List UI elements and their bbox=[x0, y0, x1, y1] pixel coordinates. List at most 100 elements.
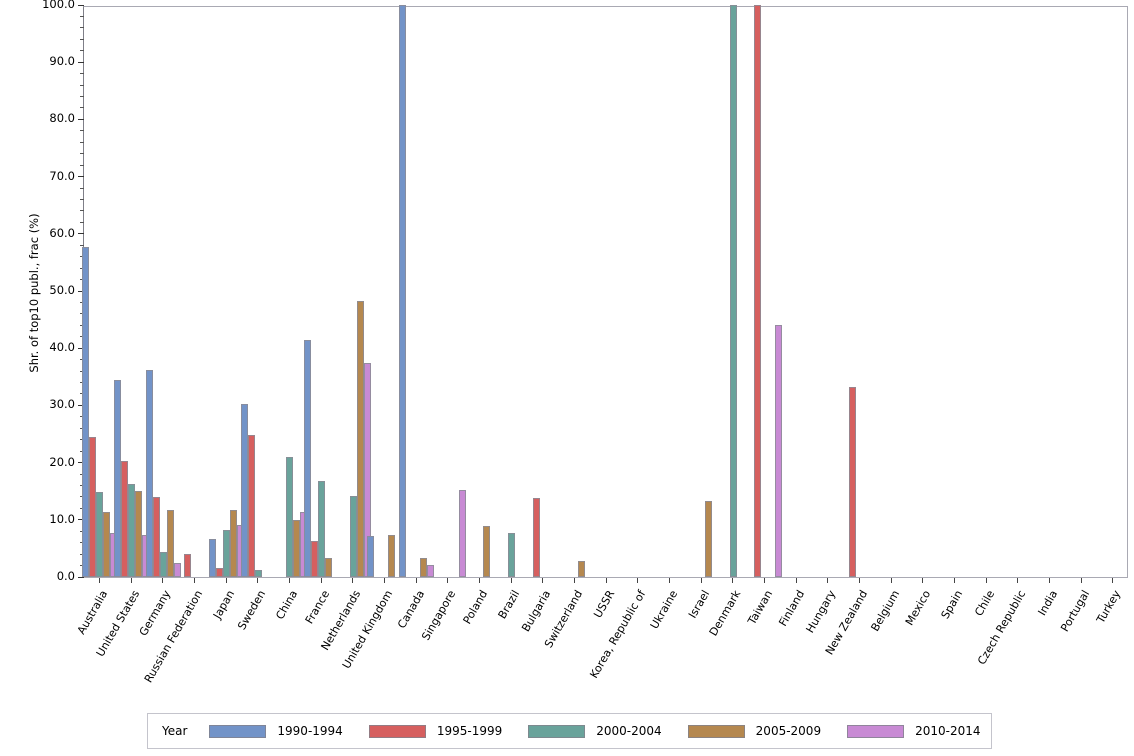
x-tick-mark bbox=[1112, 578, 1114, 583]
y-tick-mark bbox=[80, 565, 84, 567]
bar bbox=[166, 510, 174, 577]
bar-group bbox=[906, 7, 941, 577]
bar bbox=[399, 5, 406, 577]
bar bbox=[286, 456, 294, 577]
bar-group bbox=[526, 7, 561, 577]
bar bbox=[729, 5, 737, 577]
y-tick-mark bbox=[78, 576, 84, 578]
legend-label: 1995-1999 bbox=[436, 724, 503, 738]
x-tick-label-text: Hungary bbox=[803, 588, 839, 636]
legend-entry[interactable]: 2005-2009 bbox=[687, 724, 821, 738]
bar bbox=[209, 539, 216, 577]
y-tick-label: 50.0 bbox=[49, 283, 75, 297]
bar-group bbox=[272, 7, 308, 577]
bar bbox=[145, 369, 153, 577]
bar-group bbox=[589, 7, 624, 577]
legend-title: Year bbox=[162, 724, 188, 738]
legend-entries: 1990-1994 1995-1999 2000-2004 2005-2009 2010… bbox=[209, 724, 1006, 738]
y-tick-mark bbox=[80, 256, 84, 258]
x-tick-label-text: China bbox=[273, 588, 301, 622]
bar-group bbox=[367, 7, 402, 577]
y-tick-mark bbox=[80, 484, 84, 486]
x-tick-label-text: Bulgaria bbox=[519, 588, 554, 635]
y-tick-mark bbox=[78, 233, 84, 235]
y-tick-mark bbox=[78, 519, 84, 521]
bar bbox=[114, 379, 121, 577]
x-tick-label-text: USSR bbox=[590, 588, 617, 621]
bar-group bbox=[304, 7, 339, 577]
bar bbox=[367, 536, 375, 577]
bar bbox=[356, 301, 364, 577]
bar-group bbox=[969, 7, 1004, 577]
y-tick-mark bbox=[78, 404, 84, 406]
bar-group bbox=[336, 7, 371, 577]
x-tick-mark bbox=[542, 578, 544, 583]
x-tick-mark bbox=[953, 578, 955, 583]
x-tick-mark bbox=[1048, 578, 1050, 583]
y-tick-mark bbox=[80, 507, 84, 509]
x-tick-mark bbox=[447, 578, 449, 583]
bar bbox=[223, 529, 230, 577]
y-tick-mark bbox=[80, 107, 84, 109]
y-tick-label: 70.0 bbox=[49, 168, 75, 183]
x-tick-mark bbox=[1080, 578, 1082, 583]
legend-swatch bbox=[687, 724, 745, 738]
bar bbox=[293, 519, 301, 577]
bar-group bbox=[1096, 7, 1131, 577]
y-tick-mark bbox=[80, 27, 84, 29]
y-tick-mark bbox=[80, 496, 84, 498]
x-tick-mark bbox=[320, 578, 322, 583]
y-tick-mark bbox=[80, 244, 84, 246]
bar-group bbox=[842, 7, 877, 577]
legend: Year 1990-1994 1995-1999 2000-2004 2005-200… bbox=[147, 713, 992, 749]
x-tick-mark bbox=[763, 578, 765, 583]
y-tick-mark bbox=[80, 198, 84, 200]
x-tick-mark bbox=[795, 578, 797, 583]
y-tick-mark bbox=[80, 130, 84, 132]
bar-group bbox=[431, 7, 466, 577]
legend-entry[interactable]: 2010-2014 bbox=[847, 724, 981, 738]
y-tick-mark bbox=[80, 15, 84, 17]
y-tick-label: 60.0 bbox=[49, 225, 75, 240]
bar bbox=[483, 525, 491, 577]
y-tick-mark bbox=[78, 290, 84, 292]
y-tick-mark bbox=[80, 370, 84, 372]
bar bbox=[103, 512, 111, 577]
legend-entry[interactable]: 1995-1999 bbox=[368, 724, 503, 738]
bar bbox=[578, 560, 586, 577]
bar-group bbox=[145, 7, 181, 577]
x-tick-mark bbox=[890, 578, 892, 583]
bar bbox=[705, 500, 712, 577]
legend-entry[interactable]: 1990-1994 bbox=[209, 724, 343, 738]
x-tick-mark bbox=[858, 578, 860, 583]
y-tick-mark bbox=[78, 4, 84, 6]
x-tick-label-text: Brazil bbox=[495, 588, 522, 622]
x-tick-mark bbox=[352, 578, 354, 583]
bar bbox=[128, 483, 135, 577]
bar bbox=[254, 570, 262, 577]
y-tick-mark bbox=[80, 267, 84, 269]
y-tick-mark bbox=[80, 336, 84, 338]
legend-swatch bbox=[209, 724, 267, 738]
x-tick-label-text: France bbox=[302, 588, 332, 627]
y-tick-mark bbox=[80, 313, 84, 315]
y-tick-mark bbox=[80, 84, 84, 86]
legend-entry[interactable]: 2000-2004 bbox=[528, 724, 662, 738]
bar bbox=[325, 558, 332, 577]
y-tick-mark bbox=[78, 176, 84, 178]
y-tick-label: 80.0 bbox=[49, 111, 75, 126]
y-tick-mark bbox=[80, 73, 84, 75]
y-tick-mark bbox=[80, 439, 84, 441]
bar-group bbox=[747, 5, 783, 577]
y-tick-mark bbox=[80, 427, 84, 429]
x-tick-mark bbox=[573, 578, 575, 583]
bar-group bbox=[811, 7, 846, 577]
legend-label: 2010-2014 bbox=[915, 724, 981, 738]
bar bbox=[363, 362, 371, 577]
x-tick-label-text: Turkey bbox=[1094, 588, 1124, 626]
bar bbox=[458, 490, 466, 577]
y-tick-label: 100.0 bbox=[42, 0, 75, 11]
x-tick-label-text: Belgium bbox=[867, 588, 902, 634]
y-tick-label: 90.0 bbox=[49, 54, 75, 69]
